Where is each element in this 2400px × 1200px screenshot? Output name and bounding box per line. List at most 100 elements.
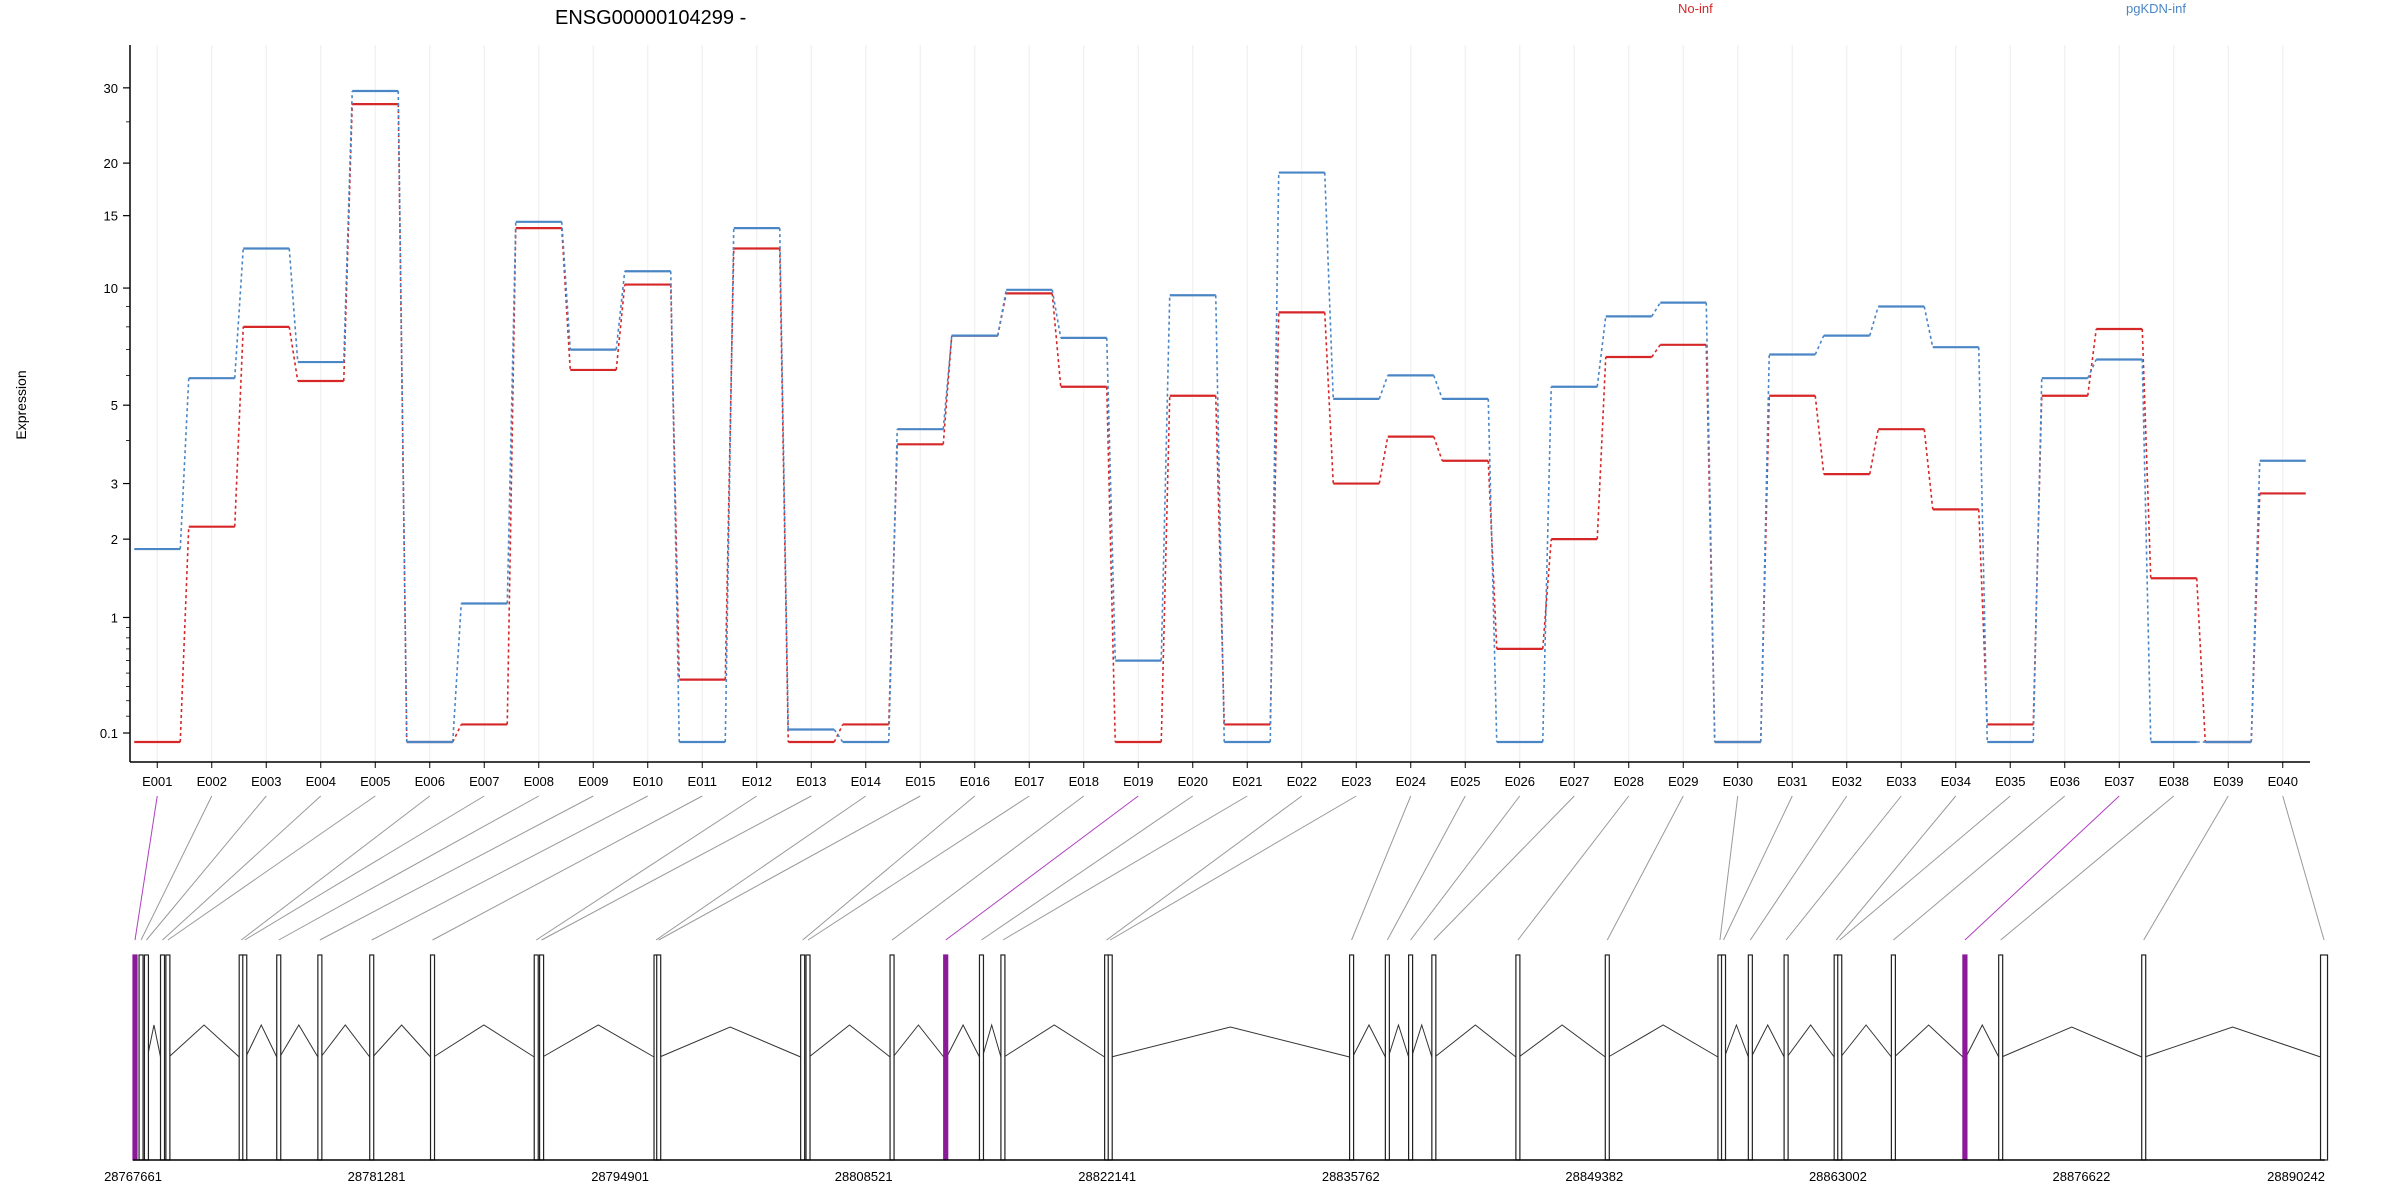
exon-label: E038 [2159, 774, 2189, 789]
series-0-connector [1487, 460, 1498, 649]
y-tick-label: 1 [111, 610, 118, 625]
exon-connector [244, 795, 485, 941]
intron [1111, 1026, 1350, 1058]
series-0-connector [942, 335, 953, 445]
exon-box [1107, 954, 1113, 1161]
exon-label: E004 [306, 774, 336, 789]
series-1-connector [451, 603, 463, 743]
series-1-connector [1269, 172, 1280, 743]
y-tick-label: 0.1 [100, 726, 118, 741]
exon-label: E021 [1232, 774, 1262, 789]
series-0-connector [1051, 293, 1062, 387]
series-1-connector [724, 228, 735, 743]
coordinate-label: 28808521 [835, 1169, 893, 1184]
exon-label: E023 [1341, 774, 1371, 789]
exon-label: E006 [415, 774, 445, 789]
series-0-connector [1105, 386, 1117, 743]
exon-label: E032 [1832, 774, 1862, 789]
series-0-connector [1651, 344, 1661, 358]
exon-connector [134, 795, 158, 941]
exon-connector [162, 795, 322, 941]
exon-label: E024 [1396, 774, 1426, 789]
exon-box [533, 954, 539, 1161]
exon-connector [1749, 795, 1848, 941]
series-0-connector [233, 326, 245, 527]
exon-box [1384, 954, 1390, 1161]
exon-connector [945, 795, 1139, 941]
exon-connector [371, 795, 648, 941]
exon-connector [1785, 795, 1902, 941]
exon-label: E022 [1287, 774, 1317, 789]
chart-title: ENSG00000104299 - [555, 7, 746, 29]
intron [1750, 1023, 1785, 1058]
series-0-connector [1868, 429, 1880, 475]
exon-connector [432, 795, 703, 941]
series-1-connector [996, 289, 1008, 336]
exon-box [159, 954, 166, 1161]
exon-label: E019 [1123, 774, 1153, 789]
series-1-connector [942, 335, 953, 430]
series-1-connector [2087, 359, 2097, 379]
exon-connector [1106, 795, 1303, 941]
exon-connector [981, 795, 1194, 941]
exon-connector [1386, 795, 1466, 941]
coordinate-label: 28781281 [348, 1169, 406, 1184]
exon-label: E010 [633, 774, 663, 789]
series-1-connector [1814, 335, 1825, 355]
exon-label: E030 [1723, 774, 1753, 789]
y-axis-label: Expression [13, 370, 29, 439]
series-0-connector [615, 284, 626, 371]
exon-connector [658, 795, 921, 941]
intron [2001, 1026, 2142, 1058]
exon-box [317, 954, 323, 1161]
exon-box [1431, 954, 1437, 1161]
exon-connector [2000, 795, 2175, 941]
intron [1434, 1024, 1517, 1058]
y-tick-label: 2 [111, 532, 118, 547]
exon-box [889, 954, 895, 1161]
exon-connector [240, 795, 431, 941]
exon-box [1783, 954, 1789, 1161]
exon-connector [319, 795, 594, 941]
series-1-connector [1651, 302, 1661, 317]
exon-label: E015 [905, 774, 935, 789]
exon-label: E002 [197, 774, 227, 789]
exon-box [1720, 954, 1727, 1161]
exon-box [1890, 954, 1896, 1161]
series-1-connector [669, 271, 681, 743]
coordinate-label: 28767661 [104, 1169, 162, 1184]
exon-connector [146, 795, 267, 941]
intron [2144, 1026, 2321, 1058]
exon-connector [1433, 795, 1575, 941]
series-0-connector [778, 248, 790, 743]
exon-box [1998, 954, 2004, 1161]
exon-connector [1410, 795, 1521, 941]
exon-connector [1109, 795, 1357, 941]
exon-box [369, 954, 375, 1161]
series-0-connector [1432, 436, 1444, 462]
series-0-connector [1814, 395, 1825, 475]
exon-label: E029 [1668, 774, 1698, 789]
exon-label: E011 [688, 774, 717, 789]
exon-label: E008 [524, 774, 554, 789]
exon-label: E007 [469, 774, 499, 789]
exon-box [165, 954, 171, 1161]
exon-label: E018 [1069, 774, 1099, 789]
series-1-connector [1378, 375, 1389, 400]
exon-label: E025 [1450, 774, 1480, 789]
exon-box [805, 954, 811, 1161]
exon-connector [1835, 795, 1957, 941]
series-1-connector [397, 90, 408, 743]
intron [433, 1024, 535, 1058]
series-1-connector [615, 271, 626, 350]
exon-box [1408, 954, 1414, 1161]
series-1-connector [1051, 289, 1062, 339]
series-0-connector [1541, 539, 1553, 649]
exon-connector [891, 795, 1085, 941]
coordinate-label: 28876622 [2053, 1169, 2111, 1184]
exon-label: E014 [851, 774, 881, 789]
series-1-connector [506, 221, 517, 604]
exon-label: E034 [1941, 774, 1971, 789]
exon-connector [807, 795, 1030, 941]
exon-label: E037 [2104, 774, 2134, 789]
